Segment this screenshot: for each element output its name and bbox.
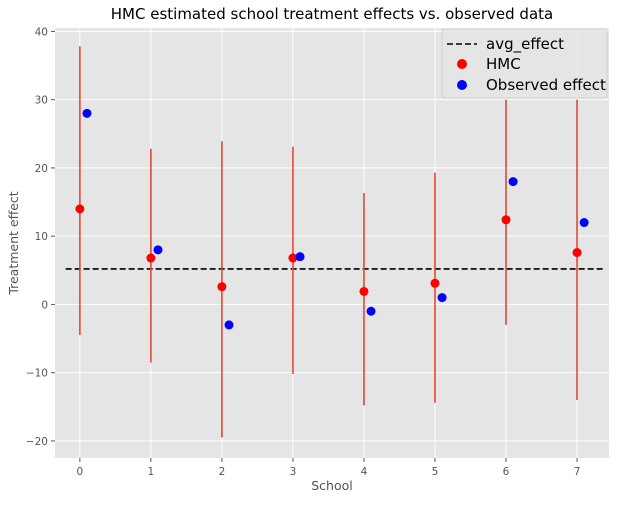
hmc-point [430, 278, 440, 288]
legend-hmc-label: HMC [486, 55, 521, 73]
legend-box [441, 28, 608, 99]
legend-hmc-marker [457, 59, 467, 69]
y-ticks: −20 −10 0 10 20 30 40 [26, 26, 55, 448]
legend-observed-label: Observed effect [486, 76, 606, 94]
observed-point [437, 293, 447, 303]
hmc-point [359, 286, 369, 296]
chart-title: HMC estimated school treatment effects v… [111, 5, 553, 23]
x-tick-label: 7 [574, 466, 581, 478]
legend: avg_effect HMC Observed effect [441, 28, 608, 99]
y-tick-label: 10 [35, 231, 48, 243]
x-ticks: 0 1 2 3 4 5 6 7 [77, 458, 581, 478]
y-tick-label: −10 [26, 368, 48, 380]
legend-avg-effect-label: avg_effect [486, 35, 564, 54]
hmc-point [217, 282, 227, 292]
data-points [75, 108, 589, 330]
observed-point [82, 108, 92, 118]
y-tick-label: 40 [35, 26, 48, 38]
x-tick-label: 6 [503, 466, 510, 478]
x-tick-label: 1 [148, 466, 155, 478]
observed-point [366, 306, 376, 316]
x-axis-label: School [311, 478, 353, 493]
y-tick-label: 30 [35, 95, 48, 107]
x-tick-label: 3 [290, 466, 297, 478]
hmc-point [146, 253, 156, 263]
observed-point [224, 320, 234, 330]
y-axis-label: Treatment effect [6, 191, 21, 295]
observed-point [295, 252, 305, 262]
observed-point [153, 245, 163, 255]
x-tick-label: 2 [219, 466, 226, 478]
y-tick-label: 0 [41, 299, 48, 311]
y-tick-label: 20 [35, 163, 48, 175]
observed-point [579, 218, 589, 228]
y-tick-label: −20 [26, 436, 48, 448]
hmc-point [572, 248, 582, 258]
hmc-point [288, 253, 298, 263]
hmc-point [501, 215, 511, 225]
x-tick-label: 0 [77, 466, 84, 478]
observed-point [508, 177, 518, 187]
x-tick-label: 5 [432, 466, 439, 478]
x-tick-label: 4 [361, 466, 368, 478]
legend-observed-marker [457, 80, 467, 90]
hmc-point [75, 204, 85, 214]
